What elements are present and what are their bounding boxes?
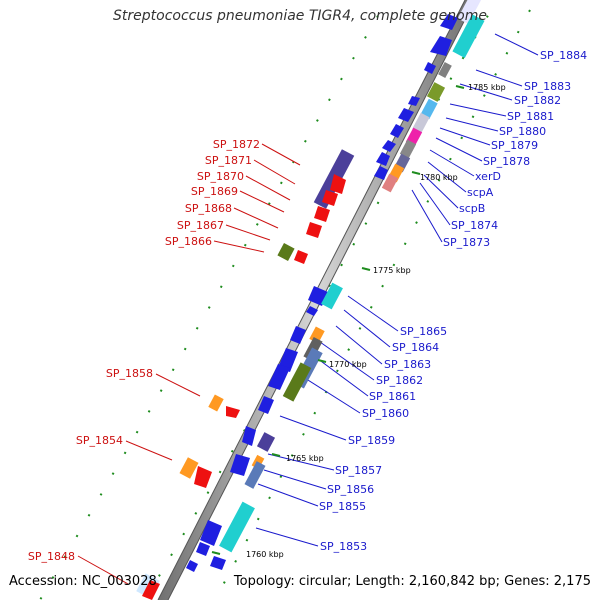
gene-label: SP_1883 — [524, 80, 571, 93]
gene-label: SP_1884 — [540, 49, 587, 62]
scale-label: 1785 kbp — [468, 83, 506, 92]
scale-label: 1760 kbp — [246, 550, 284, 559]
gene-label: SP_1859 — [348, 434, 395, 447]
reverse-leaders — [77, 143, 301, 585]
dotted-guides — [39, 0, 531, 600]
gene-label: SP_1870 — [197, 170, 244, 183]
scale-label: 1770 kbp — [329, 360, 367, 369]
gene-label: SP_1857 — [335, 464, 382, 477]
gene-label: SP_1854 — [76, 434, 123, 447]
gene-label: xerD — [475, 170, 501, 183]
gene-label: scpA — [467, 186, 494, 199]
gene-label: SP_1872 — [213, 138, 260, 151]
gene-label: SP_1863 — [384, 358, 431, 371]
scale-labels: 1785 kbp 1780 kbp 1775 kbp 1770 kbp 1765… — [246, 83, 506, 559]
gene-label: SP_1878 — [483, 155, 530, 168]
scale-label: 1780 kbp — [420, 173, 458, 182]
forward-gene-labels: SP_1884 SP_1883 SP_1882 SP_1881 SP_1880 … — [319, 49, 587, 553]
gene-label: SP_1880 — [499, 125, 546, 138]
genome-title: Streptococcus pneumoniae TIGR4, complete… — [113, 8, 487, 24]
gene-label: scpB — [459, 202, 485, 215]
gene-label: SP_1855 — [319, 500, 366, 513]
gene-label: SP_1856 — [327, 483, 374, 496]
gene-label: SP_1860 — [362, 407, 409, 420]
gene-label: SP_1866 — [165, 235, 212, 248]
gene-label: SP_1869 — [191, 185, 238, 198]
reverse-gene-labels: SP_1872 SP_1871 SP_1870 SP_1869 SP_1868 … — [28, 138, 260, 563]
gene-label: SP_1862 — [376, 374, 423, 387]
gene-label: SP_1868 — [185, 202, 232, 215]
forward-leaders — [255, 33, 539, 547]
scale-label: 1775 kbp — [373, 266, 411, 275]
gene-label: SP_1861 — [369, 390, 416, 403]
gene-label: SP_1873 — [443, 236, 490, 249]
gene-label: SP_1879 — [491, 139, 538, 152]
scale-label: 1765 kbp — [286, 454, 324, 463]
gene-label: SP_1882 — [514, 94, 561, 107]
gene-features — [136, 0, 485, 600]
gene-label: SP_1867 — [177, 219, 224, 232]
gene-mark — [440, 14, 458, 30]
gene-label: SP_1858 — [106, 367, 153, 380]
gene-label: SP_1874 — [451, 219, 498, 232]
gene-label: SP_1865 — [400, 325, 447, 338]
gene-label: SP_1853 — [320, 540, 367, 553]
accession-label: Accession: NC_003028 — [9, 574, 157, 589]
gene-label: SP_1871 — [205, 154, 252, 167]
scale-ticks — [211, 85, 465, 555]
gene-label: SP_1881 — [507, 110, 554, 123]
genome-summary: Topology: circular; Length: 2,160,842 bp… — [233, 574, 591, 589]
gene-label: SP_1848 — [28, 550, 75, 563]
gene-label: SP_1864 — [392, 341, 439, 354]
